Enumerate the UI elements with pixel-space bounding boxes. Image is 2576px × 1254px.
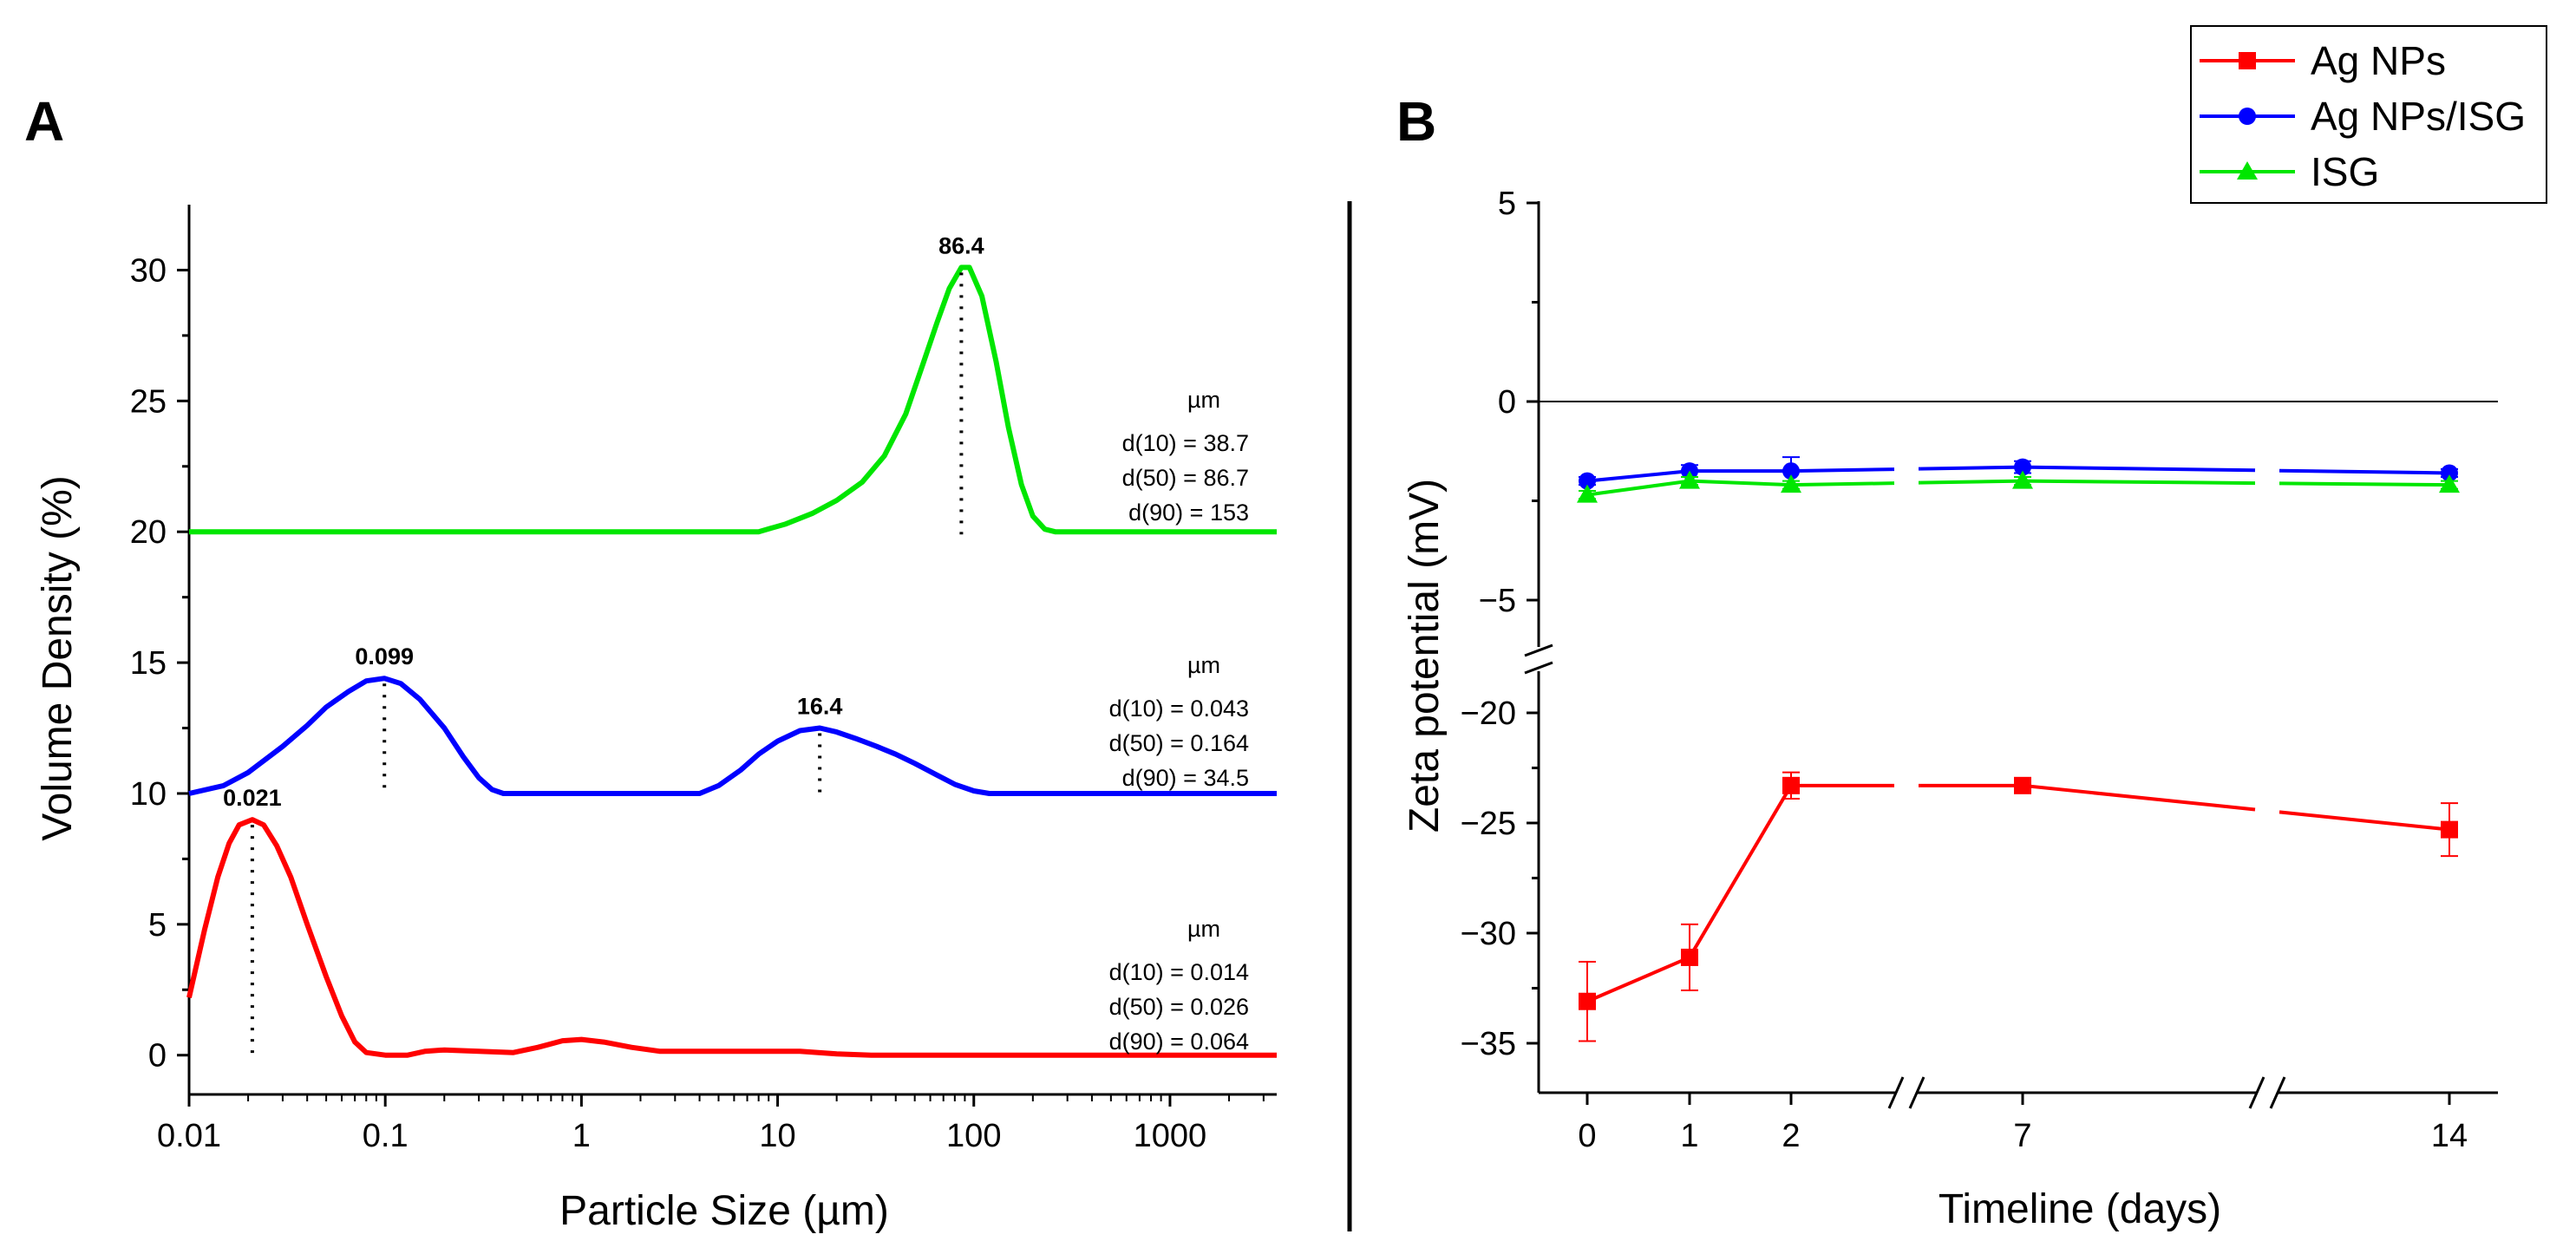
distribution-curve-isg — [189, 265, 1277, 535]
x-tick-label: 1 — [572, 1118, 591, 1154]
x-axis-break-mark — [2248, 1076, 2265, 1109]
distribution-curve-ag-nps-isg — [188, 676, 1277, 796]
x-tick-label: 14 — [2431, 1118, 2468, 1154]
x-axis-title: Particle Size (µm) — [559, 1188, 889, 1234]
stat-d90: d(90) = 0.064 — [1109, 1029, 1249, 1055]
data-point-isg — [2439, 474, 2460, 493]
stat-unit: µm — [1187, 652, 1220, 678]
stat-d50: d(50) = 0.164 — [1109, 730, 1249, 756]
legend-marker-ag-nps — [2239, 52, 2256, 69]
series-line-isg — [1586, 479, 1690, 497]
peak-label: 0.099 — [355, 643, 414, 669]
x-axis-break-mark — [1908, 1076, 1925, 1109]
stat-unit: µm — [1187, 916, 1220, 942]
data-point-ag-nps — [1782, 776, 1800, 794]
y-axis-break-mark — [1524, 643, 1553, 657]
y-tick-label: −35 — [1461, 1026, 1516, 1062]
data-point-ag-nps-isg — [1579, 472, 1596, 490]
series-line-isg — [2279, 481, 2450, 487]
y-tick-label: 5 — [1498, 186, 1516, 222]
y-tick-label: 30 — [130, 252, 167, 289]
series-line-isg — [2022, 479, 2256, 486]
y-tick-label: 5 — [148, 907, 167, 944]
x-axis-title: Timeline (days) — [1939, 1186, 2221, 1232]
y-tick-label: 10 — [130, 776, 167, 813]
stat-d90: d(90) = 34.5 — [1122, 765, 1249, 791]
series-line-ag-nps — [2279, 810, 2450, 832]
x-tick-label: 1 — [1680, 1118, 1698, 1154]
series-line-ag-nps — [1688, 784, 1793, 958]
legend-label-isg: ISG — [2311, 149, 2379, 194]
y-tick-label: −25 — [1461, 806, 1516, 842]
series-line-isg — [1689, 479, 1792, 487]
legend-marker-isg — [2237, 161, 2258, 180]
x-tick-label: 10 — [759, 1118, 795, 1154]
series-line-ag-nps-isg — [1918, 465, 2024, 471]
y-axis-title: Volume Density (%) — [35, 475, 81, 840]
x-tick-label: 1000 — [1134, 1118, 1207, 1154]
series-line-isg — [1918, 479, 2024, 485]
stat-d90: d(90) = 153 — [1128, 500, 1249, 526]
x-axis-break-mark — [1887, 1076, 1905, 1109]
data-point-ag-nps-isg — [2441, 464, 2458, 482]
data-point-ag-nps-isg — [1782, 462, 1800, 480]
data-point-ag-nps — [2014, 776, 2031, 794]
legend-label-ag-nps-isg: Ag NPs/ISG — [2311, 94, 2526, 139]
data-point-ag-nps — [2441, 820, 2458, 839]
legend-marker-ag-nps-isg — [2239, 108, 2256, 125]
y-tick-label: −5 — [1479, 583, 1516, 619]
series-line-isg — [1790, 481, 1895, 487]
stat-unit: µm — [1187, 387, 1220, 413]
y-axis-title: Zeta potential (mV) — [1402, 479, 1448, 833]
series-line-ag-nps — [1586, 956, 1690, 1003]
data-point-isg — [2012, 470, 2033, 489]
x-tick-label: 7 — [2013, 1118, 2031, 1154]
peak-label: 0.021 — [223, 785, 282, 811]
series-line-ag-nps-isg — [1586, 469, 1690, 483]
distribution-curve-ag-nps — [186, 817, 1277, 1058]
x-tick-label: 100 — [946, 1118, 1001, 1154]
peak-label: 86.4 — [938, 232, 984, 258]
stat-d50: d(50) = 86.7 — [1122, 465, 1249, 491]
stat-d10: d(10) = 0.043 — [1109, 696, 1249, 722]
series-line-ag-nps-isg — [1790, 467, 1895, 474]
y-tick-label: −20 — [1461, 696, 1516, 732]
series-line-ag-nps — [2022, 783, 2256, 812]
y-tick-label: 0 — [148, 1038, 167, 1074]
y-tick-label: −30 — [1461, 916, 1516, 952]
y-tick-label: 20 — [130, 514, 167, 551]
series-line-ag-nps-isg — [2279, 468, 2450, 475]
y-tick-label: 0 — [1498, 384, 1516, 421]
stat-d50: d(50) = 0.026 — [1109, 994, 1249, 1020]
stat-d10: d(10) = 0.014 — [1109, 959, 1249, 985]
y-axis-break-mark — [1524, 661, 1553, 675]
legend-label-ag-nps: Ag NPs — [2311, 38, 2446, 83]
data-point-isg — [1781, 474, 1801, 493]
y-tick-label: 25 — [130, 383, 167, 420]
x-axis-break-mark — [2269, 1076, 2286, 1109]
data-point-ag-nps-isg — [2014, 458, 2031, 476]
x-tick-label: 0 — [1578, 1118, 1596, 1154]
data-point-ag-nps — [1681, 948, 1698, 966]
panel-a-letter: A — [24, 90, 64, 153]
chart-panel-a: 0 5 10 15 20 25 30 0.01 0.1 1 10 100 1000 Particle Si… — [35, 205, 1277, 1234]
x-tick-label: 0.01 — [157, 1118, 221, 1154]
data-point-ag-nps — [1579, 992, 1596, 1010]
peak-label: 16.4 — [797, 694, 843, 720]
stat-d10: d(10) = 38.7 — [1122, 430, 1249, 456]
data-point-isg — [1679, 470, 1700, 489]
y-tick-label: 15 — [130, 645, 167, 682]
x-tick-label: 2 — [1782, 1118, 1800, 1154]
chart-panel-b: 5 0 −5 −20 −25 −30 −35 0 1 2 7 14 Timeline (days) Zet… — [1402, 25, 2547, 1232]
series-line-ag-nps-isg — [2022, 465, 2256, 473]
x-tick-label: 0.1 — [363, 1118, 409, 1154]
panel-b-letter: B — [1396, 90, 1436, 153]
data-point-isg — [1577, 484, 1598, 503]
